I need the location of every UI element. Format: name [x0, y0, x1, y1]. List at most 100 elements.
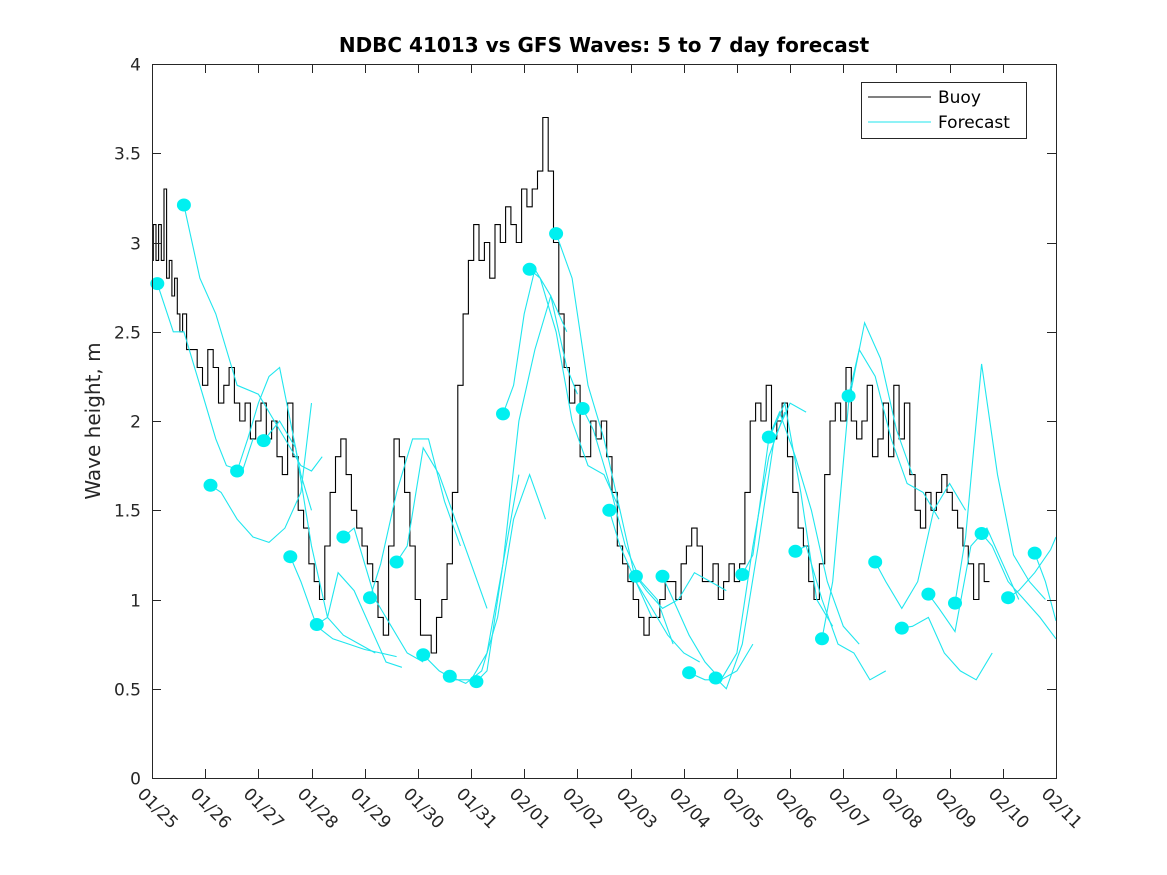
forecast-line	[582, 408, 674, 645]
forecast-start-marker	[682, 666, 697, 680]
legend-label-forecast: Forecast	[938, 113, 1010, 133]
forecast-start-marker	[708, 671, 723, 685]
forecast-start-marker	[150, 277, 165, 291]
y-tick-label: 0	[130, 770, 141, 790]
x-tick-label: 02/08	[877, 784, 926, 833]
forecast-line	[688, 411, 786, 681]
x-tick-label: 02/05	[718, 784, 767, 833]
x-tick-label: 02/10	[984, 784, 1033, 833]
forecast-line	[236, 366, 313, 511]
forecast-line	[183, 204, 323, 472]
forecast-start-marker	[336, 530, 351, 544]
forecast-start-marker	[176, 198, 191, 212]
forecast-start-marker	[974, 527, 989, 540]
forecast-start-marker	[549, 227, 564, 241]
forecast-start-marker	[735, 568, 750, 581]
x-tick-label: 02/11	[1037, 784, 1086, 833]
legend-box	[861, 82, 1027, 139]
y-axis: 0 0.5 1 1.5 2 2.5 3 3.5 4	[114, 56, 1056, 790]
forecast-start-marker	[894, 621, 909, 635]
buoy-series	[152, 116, 990, 654]
forecast-line	[927, 527, 1020, 634]
forecast-start-marker	[283, 550, 298, 564]
x-tick-label: 02/07	[824, 784, 873, 833]
forecast-start-marker	[230, 464, 245, 478]
forecast-start-marker	[628, 569, 643, 583]
x-tick-label: 02/03	[612, 784, 661, 833]
forecast-start-marker	[602, 503, 617, 517]
forecast-start-marker	[948, 596, 962, 610]
forecast-start-marker	[442, 669, 457, 683]
forecast-line	[741, 401, 834, 627]
x-tick-label: 02/04	[665, 784, 714, 833]
y-tick-label: 2	[130, 413, 141, 433]
forecast-start-marker	[575, 402, 590, 415]
legend-label-buoy: Buoy	[938, 88, 981, 108]
y-tick-label: 1.5	[114, 502, 141, 522]
forecast-start-marker	[1001, 591, 1016, 605]
buoy-line	[152, 116, 990, 654]
x-tick-label: 01/28	[293, 784, 342, 833]
forecast-line	[449, 472, 547, 685]
y-tick-label: 1	[130, 592, 141, 612]
forecast-start-marker	[309, 618, 324, 631]
legend: Buoy Forecast	[861, 82, 1027, 139]
forecast-start-marker	[496, 407, 510, 421]
y-axis-label: Wave height, m	[81, 342, 105, 499]
x-tick-label: 02/06	[771, 784, 820, 833]
forecast-start-marker	[203, 478, 218, 492]
x-tick-label: 01/27	[239, 784, 288, 833]
x-tick-label: 02/02	[558, 784, 607, 833]
forecast-line	[1007, 536, 1057, 599]
forecast-line	[608, 510, 700, 663]
forecast-line	[529, 268, 621, 511]
x-tick-label: 01/31	[452, 784, 501, 833]
forecast-line	[874, 482, 967, 610]
x-tick-label: 01/30	[399, 784, 448, 833]
forecast-markers	[150, 198, 1042, 689]
forecast-line	[661, 576, 754, 681]
forecast-line	[316, 571, 403, 668]
forecast-start-marker	[363, 591, 377, 605]
forecast-start-marker	[416, 648, 431, 662]
y-tick-label: 3.5	[114, 145, 141, 165]
x-tick-label: 01/26	[186, 784, 235, 833]
forecast-line	[369, 438, 461, 598]
forecast-line	[263, 420, 376, 654]
forecast-start-marker	[921, 587, 936, 601]
chart-title: NDBC 41013 vs GFS Waves: 5 to 7 day fore…	[339, 33, 870, 57]
x-tick-label: 02/09	[931, 784, 980, 833]
forecast-line	[954, 363, 1046, 604]
forecast-start-marker	[841, 389, 856, 403]
forecast-start-marker	[815, 632, 829, 646]
forecast-line	[210, 403, 313, 544]
forecast-line	[848, 348, 940, 520]
forecast-start-marker	[389, 555, 404, 569]
forecast-line	[289, 556, 397, 658]
y-tick-label: 4	[130, 56, 141, 76]
x-tick-label: 01/25	[133, 784, 182, 833]
y-tick-label: 2.5	[114, 324, 141, 344]
y-tick-label: 0.5	[114, 681, 141, 701]
forecast-line	[635, 571, 727, 610]
forecast-line	[396, 446, 488, 609]
forecast-start-marker	[868, 555, 883, 569]
forecast-line	[821, 320, 913, 639]
forecast-start-marker	[761, 430, 776, 444]
forecast-start-marker	[522, 262, 537, 276]
forecast-start-marker	[788, 544, 803, 558]
y-tick-label: 3	[130, 235, 141, 255]
x-tick-label: 02/01	[505, 784, 554, 833]
forecast-start-marker	[256, 434, 271, 448]
x-tick-label: 01/29	[346, 784, 395, 833]
plot-area	[150, 64, 1057, 778]
forecast-start-marker	[1027, 546, 1042, 560]
forecast-line	[795, 545, 887, 681]
forecast-start-marker	[469, 675, 484, 689]
forecast-line	[1034, 552, 1057, 622]
forecast-start-marker	[655, 569, 670, 583]
forecast-line	[768, 410, 860, 645]
forecast-line	[715, 402, 807, 690]
forecast-line	[901, 616, 993, 681]
